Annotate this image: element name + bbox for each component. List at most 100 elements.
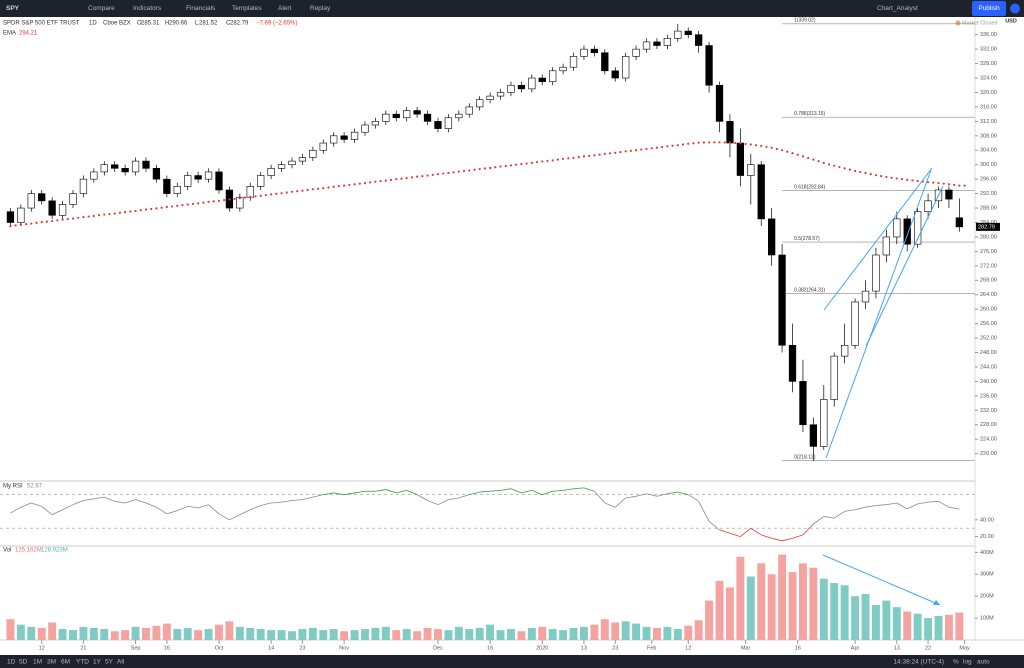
symbol-title: SPDR S&P 500 ETF TRUST [3,21,80,27]
ema-dot [332,185,335,188]
toolbar-button[interactable]: Indicators [133,5,162,12]
rsi-segment [750,527,762,536]
y-tick-label: 264.00 [980,292,997,298]
range-button[interactable]: YTD [76,659,89,666]
x-tick-label: 16 [487,645,493,651]
candle-body [882,236,891,256]
ema-dot [155,207,158,210]
toolbar-button[interactable]: Templates [232,5,262,12]
ema-dot [608,152,612,155]
range-button[interactable]: 1Y [93,659,102,666]
volume-bar [830,583,839,640]
volume-bar [944,614,953,640]
rsi-segment [135,499,147,504]
symbol-search[interactable]: SPY [6,5,20,12]
publish-label[interactable]: Publish [978,5,1000,12]
volume-bar [840,585,849,640]
candle-body [580,48,588,57]
rsi-segment [375,489,386,492]
candle-body [893,218,901,238]
candle-body [476,99,484,108]
ema-dot [556,158,559,161]
x-tick-label: 23 [299,645,305,651]
x-tick-label: 13 [581,645,587,651]
rsi-segment [260,502,272,506]
range-button[interactable]: 5D [19,659,28,666]
scale-option[interactable]: % [953,659,959,666]
ema-dot [389,178,393,181]
candle-body [861,290,870,303]
rsi-segment [604,502,616,508]
candle-body [48,200,56,216]
ema-dot [791,152,794,155]
range-button[interactable]: 6M [61,659,70,666]
ema-dot [144,208,148,211]
ema-dot [9,225,12,228]
rsi-segment [83,498,94,501]
ema-dot [499,165,502,168]
y-tick-label: 304.00 [980,148,997,154]
fullscreen-button[interactable] [1010,3,1020,14]
y-tick-label: 400M [980,550,994,556]
ema-dot [254,195,257,198]
ema-dot [676,144,679,147]
volume-bar [548,629,557,640]
ema-dot [963,184,966,187]
ema-dot [337,185,341,188]
volume-bar [767,574,776,640]
ohlc-value: 290.66 [169,21,188,27]
range-button[interactable]: 5Y [105,659,114,666]
ema-dot [129,210,132,213]
ohlc-value: 282.79 [230,21,249,27]
ema-dot [19,223,22,226]
ema-dot [66,217,69,221]
scale-option[interactable]: auto [977,659,990,666]
price-change: −7.69 (−2.65%) [256,21,297,27]
x-tick-label: Feb [647,645,656,651]
ema-dot [369,181,372,184]
rsi-segment [51,509,63,516]
range-button[interactable]: 3M [47,659,56,666]
rsi-segment [854,506,866,511]
ema-dot [728,141,732,144]
ema-dot [275,192,278,195]
rsi-segment [385,489,397,494]
rsi-segment [729,532,741,537]
publish-button[interactable] [972,1,1006,16]
ema-dot [421,174,424,178]
volume-bar [538,626,547,640]
candle-body [288,160,296,166]
volume-bar [235,626,244,640]
range-button[interactable]: All [117,659,125,666]
ema-dot [515,163,518,166]
range-button[interactable]: 1M [33,659,42,666]
ema-dot [56,219,59,222]
candle-body [38,193,46,202]
candle-body [569,56,578,68]
ema-dot [478,167,481,171]
volume-value: 125.162M [15,548,42,554]
ema-dot [624,150,627,153]
candle-body [684,30,692,35]
toolbar-button[interactable]: Alert [278,5,292,12]
fib-label: 0.382(264.31) [794,287,825,293]
layout-name[interactable]: Chart_Analyst [877,5,918,12]
candle-body [715,84,724,122]
ema-dot [900,178,904,181]
range-button[interactable]: 1D [7,659,16,666]
volume-bar [757,563,766,640]
rsi-segment [646,493,658,497]
toolbar-button[interactable]: Compare [88,5,115,12]
ema-dot [92,214,95,218]
y-tick-label: 292.00 [980,191,997,197]
volume-name: Vol [3,548,11,554]
candle-body [79,178,88,194]
toolbar-button[interactable]: Financials [186,5,216,12]
toolbar-button[interactable]: Replay [310,5,331,12]
ema-dot [707,141,711,144]
candle-body [486,95,494,101]
x-tick-label: 14 [268,645,274,651]
scale-option[interactable]: log [963,659,972,666]
rsi-segment [771,537,783,542]
